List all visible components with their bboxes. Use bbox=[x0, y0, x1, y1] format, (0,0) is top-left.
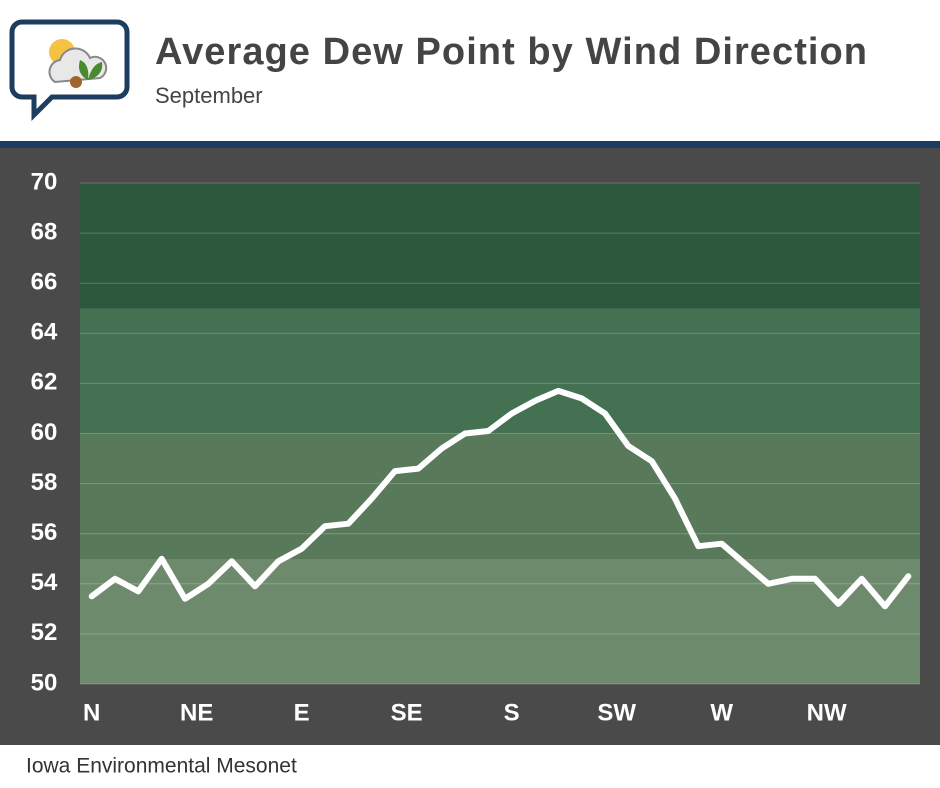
chart-subtitle: September bbox=[155, 83, 263, 108]
source: Iowa Environmental Mesonet bbox=[26, 755, 297, 778]
y-tick-label: 64 bbox=[31, 319, 58, 346]
x-tick-label: NW bbox=[807, 699, 847, 726]
y-tick-label: 60 bbox=[31, 419, 58, 446]
y-tick-label: 66 bbox=[31, 269, 58, 296]
y-tick-label: 70 bbox=[31, 168, 58, 195]
band bbox=[80, 308, 920, 434]
header bbox=[0, 0, 940, 142]
x-tick-label: W bbox=[710, 699, 733, 726]
header-rule bbox=[0, 141, 940, 148]
x-tick-label: S bbox=[504, 699, 520, 726]
x-tick-label: NE bbox=[180, 699, 213, 726]
y-tick-label: 52 bbox=[31, 619, 58, 646]
band bbox=[80, 183, 920, 309]
y-tick-label: 54 bbox=[31, 569, 58, 596]
y-tick-label: 50 bbox=[31, 669, 58, 696]
x-tick-label: E bbox=[294, 699, 310, 726]
x-tick-label: SE bbox=[391, 699, 423, 726]
y-tick-label: 56 bbox=[31, 519, 58, 546]
chart-title: Average Dew Point by Wind Direction bbox=[155, 31, 867, 73]
logo bbox=[9, 19, 130, 122]
line bbox=[88, 387, 912, 610]
y-tick-label: 68 bbox=[31, 218, 58, 245]
x-tick-label: SW bbox=[597, 699, 636, 726]
y-tick-label: 58 bbox=[31, 469, 58, 496]
band bbox=[80, 433, 920, 559]
x-tick-label: N bbox=[83, 699, 100, 726]
y-tick-label: 62 bbox=[31, 369, 58, 396]
